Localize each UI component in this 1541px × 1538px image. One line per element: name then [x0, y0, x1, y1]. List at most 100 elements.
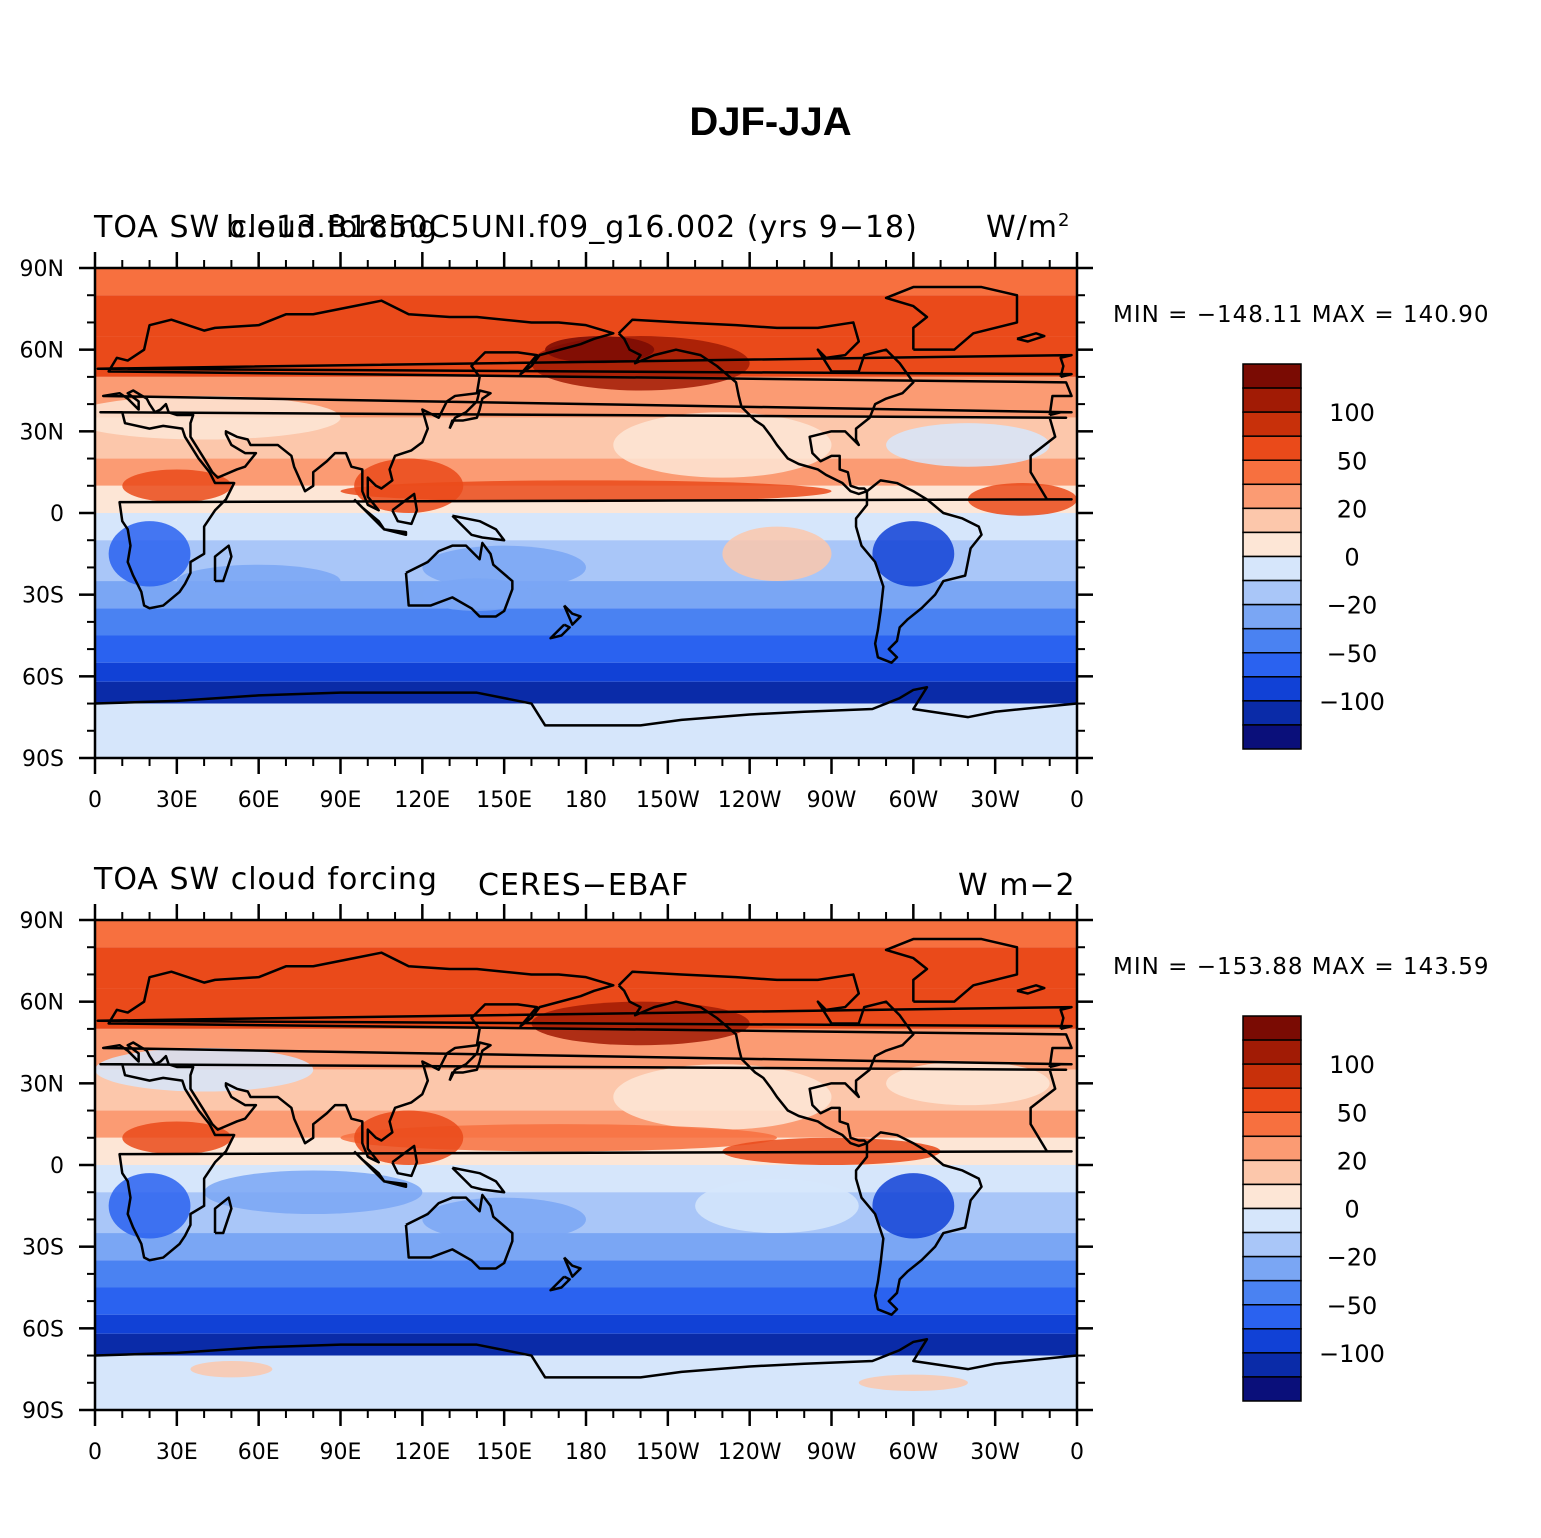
- map-field: [95, 268, 1077, 758]
- lon-label: 150W: [636, 1440, 700, 1465]
- field-band: [95, 1233, 1077, 1261]
- lon-label: 90E: [320, 788, 362, 813]
- coastline: [617, 970, 915, 1148]
- colorbar-swatch: [1242, 1183, 1302, 1210]
- colorbar-swatch: [1242, 411, 1302, 437]
- lon-label: 0: [1070, 1440, 1084, 1465]
- lon-label: 180: [565, 1440, 607, 1465]
- field-patch: [858, 1374, 968, 1391]
- field-patch: [422, 578, 532, 611]
- figure-title: DJF-JJA: [689, 100, 852, 144]
- lat-label: 30N: [20, 1072, 64, 1097]
- coastline: [95, 1337, 1077, 1379]
- colorbar-swatch: [1242, 579, 1302, 606]
- field-patch: [872, 1173, 955, 1239]
- colorbar-label: −100: [1319, 688, 1385, 716]
- lon-label: 90W: [807, 788, 857, 813]
- coastline: [101, 299, 1073, 512]
- coastline: [383, 528, 408, 537]
- coastline: [353, 1150, 386, 1183]
- colorbar-label: −50: [1327, 640, 1378, 668]
- lon-label: 90E: [320, 1440, 362, 1465]
- colorbar-swatch: [1242, 1135, 1302, 1162]
- map-field: [95, 920, 1077, 1410]
- field-patch: [176, 564, 341, 598]
- lat-label: 90S: [22, 747, 64, 772]
- colorbar-swatch: [1242, 652, 1302, 678]
- panel-model-variable: TOA SW cloud forcing: [94, 210, 438, 245]
- lon-label: 60E: [238, 788, 280, 813]
- colorbar-label: −50: [1327, 1292, 1378, 1320]
- panel-obs-variable: TOA SW cloud forcing: [94, 862, 438, 897]
- lon-label: 120W: [718, 788, 782, 813]
- field-patch: [886, 423, 1050, 467]
- colorbar-swatch: [1242, 1255, 1302, 1282]
- coastline: [617, 318, 915, 496]
- colorbar-swatch: [1242, 1231, 1302, 1258]
- lat-label: 0: [50, 502, 64, 527]
- colorbar-swatch: [1242, 676, 1302, 702]
- colorbar-label: −20: [1327, 1244, 1378, 1272]
- coastline: [391, 1144, 419, 1178]
- field-patch: [722, 526, 832, 582]
- coastline: [854, 479, 983, 664]
- coastline: [99, 1063, 1073, 1262]
- colorbar-swatch: [1242, 459, 1302, 486]
- coastline: [448, 389, 492, 430]
- field-patch: [354, 458, 464, 513]
- lon-label: 0: [88, 1440, 102, 1465]
- lat-label: 60N: [20, 991, 64, 1016]
- coastline: [383, 1180, 408, 1189]
- lat-label: 60N: [20, 339, 64, 364]
- coastline: [884, 285, 1019, 351]
- colorbar-swatch: [1242, 555, 1302, 582]
- lon-label: 120E: [394, 1440, 450, 1465]
- colorbar-label: 0: [1344, 1196, 1359, 1224]
- lon-label: 90W: [807, 1440, 857, 1465]
- field-band: [95, 920, 1077, 948]
- colorbar-swatch: [1242, 603, 1302, 630]
- colorbar-swatch: [1242, 1015, 1302, 1041]
- field-band: [95, 295, 1077, 337]
- colorbar-label: −100: [1319, 1340, 1385, 1368]
- colorbar-swatch: [1242, 363, 1302, 389]
- lat-label: 60S: [22, 665, 64, 690]
- coastline: [213, 544, 233, 583]
- lon-label: 30E: [156, 1440, 198, 1465]
- lat-label: 60S: [22, 1317, 64, 1342]
- field-band: [95, 681, 1077, 704]
- lon-label: 120W: [718, 1440, 782, 1465]
- field-patch: [95, 395, 341, 440]
- field-band: [95, 703, 1077, 758]
- field-patch: [613, 1064, 832, 1130]
- field-band: [95, 635, 1077, 663]
- panel-obs-minmax: MIN = −153.88 MAX = 143.59: [1113, 954, 1490, 980]
- field-patch: [422, 1197, 586, 1242]
- coastline: [854, 1131, 983, 1316]
- colorbar-swatch: [1242, 1111, 1302, 1138]
- panel-obs: TOA SW cloud forcing CERES−EBAF W m−2 MI…: [0, 852, 1541, 1492]
- lon-label: 60W: [888, 1440, 938, 1465]
- coastline: [213, 1196, 233, 1235]
- panel-model-minmax: MIN = −148.11 MAX = 140.90: [1113, 302, 1490, 328]
- lon-label: 120E: [394, 788, 450, 813]
- coastline: [101, 951, 1073, 1164]
- colorbar-swatch: [1242, 700, 1302, 726]
- lat-label: 30S: [22, 1236, 64, 1261]
- colorbar-label: 0: [1344, 544, 1359, 572]
- panel-model-map: 90N 60N 30N 0 30S 60S 90S 0 30E 60E 90E 120E 150E 180…: [20, 252, 1385, 813]
- lon-label: 180: [565, 788, 607, 813]
- colorbar-swatch: [1242, 507, 1302, 534]
- colorbar-swatch: [1242, 627, 1302, 654]
- field-patch: [695, 1178, 859, 1234]
- lon-label: 150W: [636, 788, 700, 813]
- panel-obs-case: CERES−EBAF: [478, 868, 690, 903]
- coastline: [451, 514, 506, 542]
- colorbar-swatch: [1242, 724, 1302, 750]
- field-patch: [108, 1173, 191, 1239]
- lon-label: 150E: [476, 1440, 532, 1465]
- lat-label: 0: [50, 1154, 64, 1179]
- coastline: [549, 623, 571, 640]
- panel-obs-map: 90N 60N 30N 0 30S 60S 90S 0 30E 60E 90E 120E 150E 180…: [20, 904, 1385, 1465]
- lon-label: 30W: [970, 1440, 1020, 1465]
